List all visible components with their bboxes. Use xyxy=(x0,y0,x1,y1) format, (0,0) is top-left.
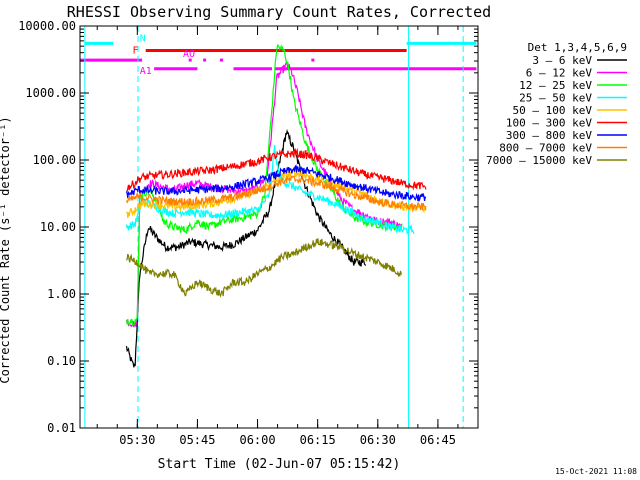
series-line-3-6-kev xyxy=(125,128,367,368)
footer-timestamp: 15-Oct-2021 11:08 xyxy=(555,467,637,476)
legend-title: Det 1,3,4,5,6,9 xyxy=(528,41,627,54)
y-tick-label: 1.00 xyxy=(47,287,76,301)
legend-label: 3 – 6 keV xyxy=(532,54,592,67)
chart-title: RHESSI Observing Summary Count Rates, Co… xyxy=(67,3,491,21)
status-label-f: F xyxy=(132,46,138,57)
status-label-ao: AO xyxy=(183,49,195,60)
series-line-6-12-kev xyxy=(126,60,403,328)
series-line-12-25-kev xyxy=(125,44,403,326)
y-tick-label: 10.00 xyxy=(40,220,76,234)
x-tick-label: 06:15 xyxy=(300,433,336,447)
series-line-800-7000-kev xyxy=(125,174,427,212)
y-axis-label: Corrected Count Rate (s⁻¹ detector⁻¹) xyxy=(0,116,12,383)
series-line-300-800-kev xyxy=(125,164,427,203)
legend-label: 100 – 300 keV xyxy=(506,117,592,130)
y-tick-label: 0.01 xyxy=(47,421,76,435)
x-tick-label: 05:45 xyxy=(179,433,215,447)
legend-label: 25 – 50 keV xyxy=(519,92,592,105)
legend-label: 50 – 100 keV xyxy=(513,104,593,117)
x-tick-label: 06:30 xyxy=(360,433,396,447)
y-tick-label: 100.00 xyxy=(33,153,76,167)
y-tick-label: 10000.00 xyxy=(18,19,76,33)
legend-label: 800 – 7000 keV xyxy=(499,142,592,155)
x-tick-label: 06:00 xyxy=(239,433,275,447)
series-line-50-100-kev xyxy=(126,167,427,218)
x-tick-label: 05:30 xyxy=(119,433,155,447)
x-axis-label: Start Time (02-Jun-07 05:15:42) xyxy=(158,457,401,472)
status-label-n: N xyxy=(140,33,146,44)
status-label-a1: A1 xyxy=(140,66,152,77)
series-line-100-300-kev xyxy=(126,147,427,193)
y-tick-label: 1000.00 xyxy=(25,86,76,100)
y-tick-label: 0.10 xyxy=(47,354,76,368)
legend-label: 7000 – 15000 keV xyxy=(486,154,592,167)
legend-label: 300 – 800 keV xyxy=(506,129,592,142)
legend-label: 6 – 12 keV xyxy=(526,67,593,80)
legend-label: 12 – 25 keV xyxy=(519,79,592,92)
series-line-7000-15000-kev xyxy=(125,238,403,298)
x-tick-label: 06:45 xyxy=(420,433,456,447)
